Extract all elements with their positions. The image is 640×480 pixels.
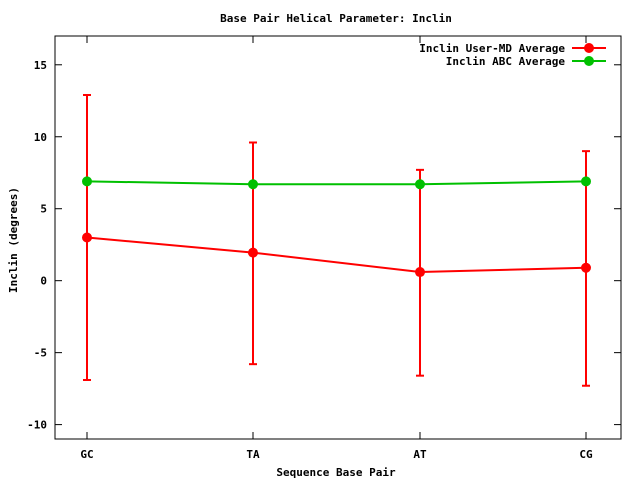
axes: -10 -5 0 5 10 15 GC TA AT CG: [27, 36, 621, 461]
legend-marker: [584, 56, 594, 66]
series-line: [86, 180, 587, 186]
y-tick-label: 0: [40, 275, 47, 288]
plot-frame: [54, 35, 622, 440]
series-line: [86, 236, 587, 274]
x-tick-label: TA: [246, 448, 260, 461]
data-point: [581, 262, 591, 273]
x-tick-label: AT: [413, 448, 427, 461]
series-layer: [82, 94, 591, 387]
series-2: [82, 176, 591, 190]
legend-label: Inclin ABC Average: [446, 55, 566, 68]
y-tick-label: -10: [27, 419, 47, 432]
x-tick-label: CG: [579, 448, 593, 461]
legend-label: Inclin User-MD Average: [419, 42, 565, 55]
y-tick-label: -5: [34, 347, 47, 360]
data-point: [581, 176, 591, 187]
chart-title: Base Pair Helical Parameter: Inclin: [220, 12, 452, 25]
x-axis-label: Sequence Base Pair: [276, 466, 396, 479]
data-point: [415, 179, 425, 190]
data-point: [82, 176, 92, 187]
data-point: [82, 232, 92, 243]
y-tick-label: 5: [40, 203, 47, 216]
y-axis-label: Inclin (degrees): [7, 187, 20, 293]
y-tick-label: 10: [34, 131, 47, 144]
data-point: [248, 179, 258, 190]
y-tick-label: 15: [34, 59, 47, 72]
data-point: [415, 267, 425, 278]
x-tick-label: GC: [80, 448, 93, 461]
legend-marker: [584, 43, 594, 53]
data-point: [248, 247, 258, 258]
series-1: [82, 94, 591, 387]
